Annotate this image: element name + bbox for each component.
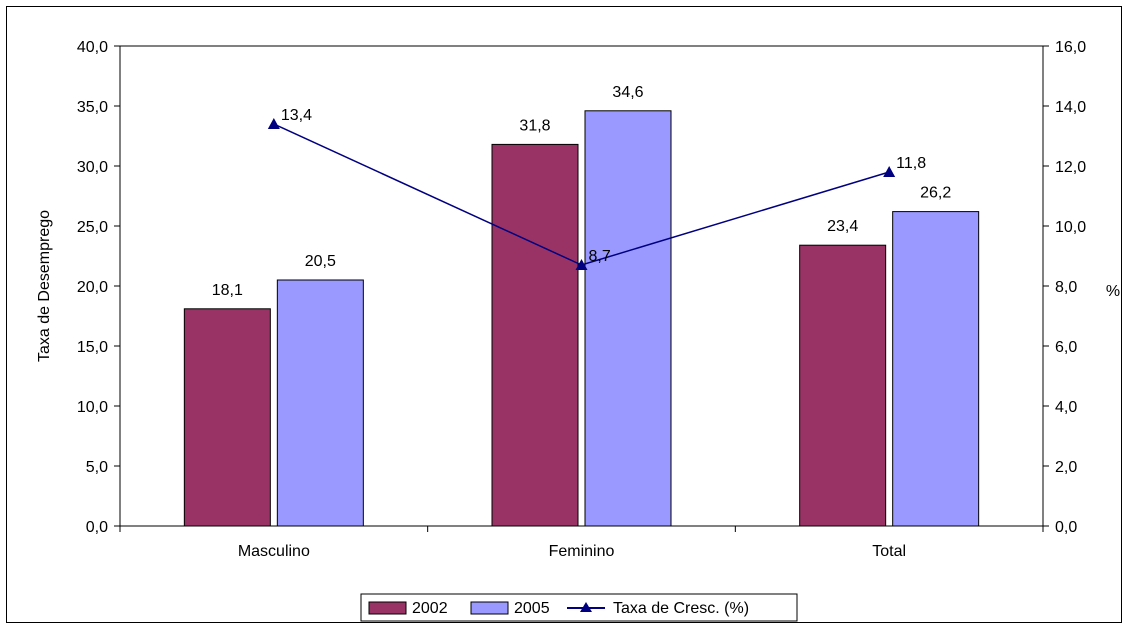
y-tick-label: 20,0 (77, 279, 108, 296)
growth-value-label: 11,8 (896, 155, 926, 172)
growth-value-label: 8,7 (589, 248, 611, 265)
y-tick-label: 0,0 (86, 519, 108, 536)
x-tick-label: Feminino (549, 543, 615, 560)
y-right-tick-label: 2,0 (1055, 459, 1077, 476)
bar-value-label: 26,2 (920, 185, 951, 202)
axes-layer: 0,0 5,0 10,0 15,0 20,0 25,0 30,0 35,0 40,0 0,0 2,0… (77, 39, 1086, 560)
bar-2005 (276, 279, 364, 527)
bar-2005 (584, 110, 672, 527)
bar-2002 (799, 244, 887, 527)
bar-value-label: 18,1 (212, 282, 243, 299)
legend-swatch-2002 (368, 601, 407, 615)
bar-value-label: 20,5 (305, 253, 336, 270)
x-tick-label: Total (872, 543, 906, 560)
bars-layer (183, 110, 980, 527)
line-layer (267, 118, 896, 270)
growth-value-label: 13,4 (281, 107, 312, 124)
legend-swatch-2005 (470, 601, 509, 615)
y-right-tick-label: 14,0 (1055, 99, 1086, 116)
y-tick-label: 40,0 (77, 39, 108, 56)
growth-marker (883, 166, 896, 177)
bar-2002 (491, 143, 579, 527)
y-right-tick-label: 0,0 (1055, 519, 1077, 536)
y-axis-title: Taxa de Desemprego (36, 210, 53, 362)
x-tick-label: Masculino (238, 543, 310, 560)
legend-label-2005: 2005 (514, 600, 550, 617)
y-right-tick-label: 4,0 (1055, 399, 1077, 416)
labels-layer: 18,1 20,5 31,8 34,6 23,4 26,2 13,4 8,7 11,8 (212, 84, 952, 299)
y-tick-label: 15,0 (77, 339, 108, 356)
y-tick-label: 10,0 (77, 399, 108, 416)
y-right-tick-label: 10,0 (1055, 219, 1086, 236)
bar-2002 (183, 308, 271, 527)
y-tick-label: 35,0 (77, 99, 108, 116)
y-tick-label: 5,0 (86, 459, 108, 476)
y-right-tick-label: 8,0 (1055, 279, 1077, 296)
chart-frame: 0,0 5,0 10,0 15,0 20,0 25,0 30,0 35,0 40,0 0,0 2,0… (6, 6, 1122, 623)
legend-label-growth: Taxa de Cresc. (%) (613, 600, 749, 617)
growth-marker (575, 259, 588, 270)
y-tick-label: 30,0 (77, 159, 108, 176)
bar-value-label: 34,6 (612, 84, 643, 101)
y-tick-label: 25,0 (77, 219, 108, 236)
y-axis-right-title: % (1106, 283, 1120, 300)
y-right-tick-label: 12,0 (1055, 159, 1086, 176)
bar-2005 (892, 211, 980, 527)
y-right-tick-label: 16,0 (1055, 39, 1086, 56)
legend-label-2002: 2002 (412, 600, 448, 617)
y-right-tick-label: 6,0 (1055, 339, 1077, 356)
bar-value-label: 23,4 (827, 218, 858, 235)
bar-value-label: 31,8 (519, 117, 550, 134)
legend-triangle-marker (580, 602, 592, 612)
growth-marker (267, 118, 280, 129)
chart-svg: 0,0 5,0 10,0 15,0 20,0 25,0 30,0 35,0 40,0 0,0 2,0… (36, 39, 1120, 622)
legend: 2002 2005 Taxa de Cresc. (%) (360, 593, 798, 622)
legend-box (360, 593, 798, 622)
